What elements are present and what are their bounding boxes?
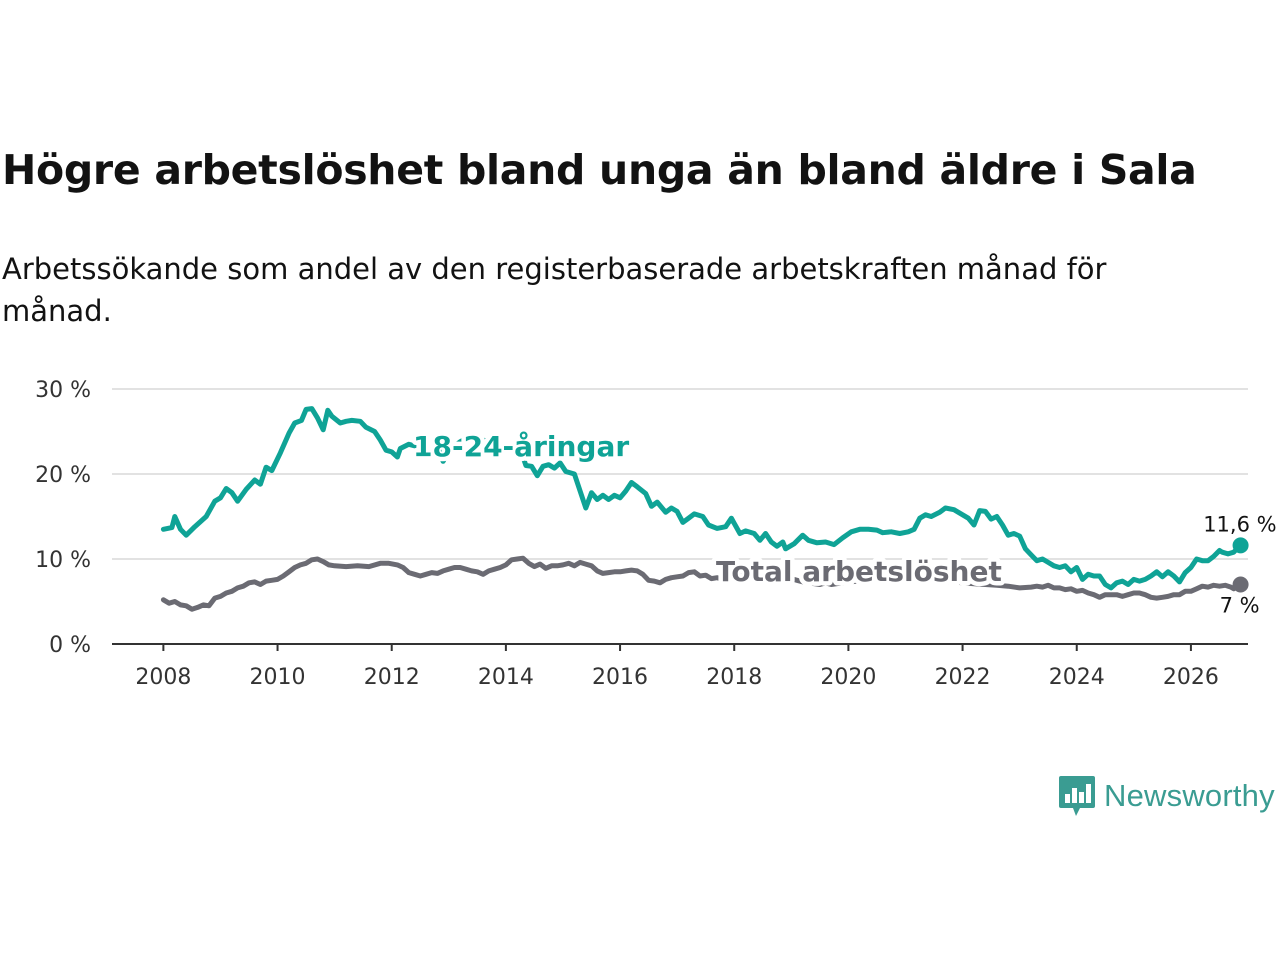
series-label-youth-halo: 18-24-åringar	[413, 430, 629, 463]
y-tick-label: 0 %	[49, 633, 91, 658]
data-series	[160, 406, 1249, 612]
series-line-1	[160, 555, 1244, 612]
x-tick-label: 2016	[592, 665, 648, 690]
x-tick-label: 2024	[1049, 665, 1105, 690]
series-label-total-halo: Total arbetslöshet	[716, 555, 1002, 588]
series-end-dot-0	[1232, 537, 1249, 554]
grid-lines	[112, 388, 1248, 560]
brand-name: Newsworthy	[1104, 778, 1275, 813]
x-tick-label: 2010	[250, 665, 306, 690]
x-tick-label: 2022	[935, 665, 991, 690]
line-chart: 0 % 10 % 20 % 30 % 2008 2010 2012 2014 2016 2018 2…	[35, 378, 1277, 690]
y-tick-label: 30 %	[35, 378, 91, 403]
x-tick-label: 2026	[1163, 665, 1219, 690]
series-end-dot-1	[1232, 576, 1249, 593]
newsworthy-logo: Newsworthy	[1058, 774, 1275, 818]
newsworthy-icon	[1059, 776, 1095, 816]
y-tick-label: 10 %	[35, 548, 91, 573]
chart-subtitle: Arbetssökande som andel av den registerb…	[2, 252, 1107, 328]
end-value-label-total: 7 %	[1220, 594, 1260, 618]
axes: 0 % 10 % 20 % 30 % 2008 2010 2012 2014 2016 2018 2…	[35, 378, 1248, 690]
series-line-0	[160, 406, 1244, 591]
series-label-total: Total arbetslöshet	[716, 555, 1002, 588]
x-tick-label: 2008	[135, 665, 191, 690]
x-tick-label: 2012	[364, 665, 420, 690]
series-label-youth: 18-24-åringar	[413, 430, 629, 463]
y-tick-label: 20 %	[35, 463, 91, 488]
x-tick-label: 2018	[706, 665, 762, 690]
chart-title: Högre arbetslöshet bland unga än bland ä…	[2, 146, 1197, 194]
x-tick-label: 2014	[478, 665, 534, 690]
end-value-label-youth: 11,6 %	[1203, 512, 1276, 536]
x-tick-label: 2020	[820, 665, 876, 690]
